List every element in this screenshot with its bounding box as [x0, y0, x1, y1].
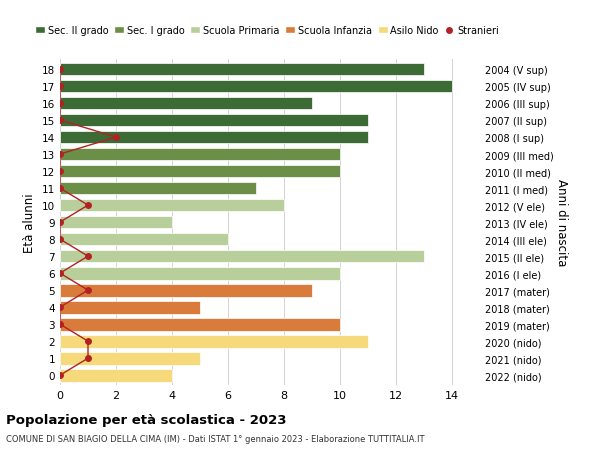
- Bar: [60, 131, 368, 144]
- Bar: [60, 250, 424, 263]
- Bar: [60, 301, 200, 314]
- Bar: [60, 318, 340, 331]
- Bar: [60, 335, 368, 348]
- Bar: [60, 233, 228, 246]
- Bar: [60, 97, 312, 110]
- Bar: [60, 284, 312, 297]
- Bar: [60, 369, 172, 382]
- Bar: [60, 80, 452, 93]
- Bar: [60, 165, 340, 178]
- Bar: [60, 148, 340, 161]
- Legend: Sec. II grado, Sec. I grado, Scuola Primaria, Scuola Infanzia, Asilo Nido, Stran: Sec. II grado, Sec. I grado, Scuola Prim…: [31, 22, 503, 40]
- Text: COMUNE DI SAN BIAGIO DELLA CIMA (IM) - Dati ISTAT 1° gennaio 2023 - Elaborazione: COMUNE DI SAN BIAGIO DELLA CIMA (IM) - D…: [6, 434, 425, 443]
- Bar: [60, 267, 340, 280]
- Bar: [60, 182, 256, 195]
- Bar: [60, 63, 424, 76]
- Bar: [60, 352, 200, 365]
- Y-axis label: Anni di nascita: Anni di nascita: [554, 179, 568, 266]
- Bar: [60, 216, 172, 229]
- Y-axis label: Età alunni: Età alunni: [23, 193, 37, 252]
- Text: Popolazione per età scolastica - 2023: Popolazione per età scolastica - 2023: [6, 413, 287, 426]
- Bar: [60, 199, 284, 212]
- Bar: [60, 114, 368, 127]
